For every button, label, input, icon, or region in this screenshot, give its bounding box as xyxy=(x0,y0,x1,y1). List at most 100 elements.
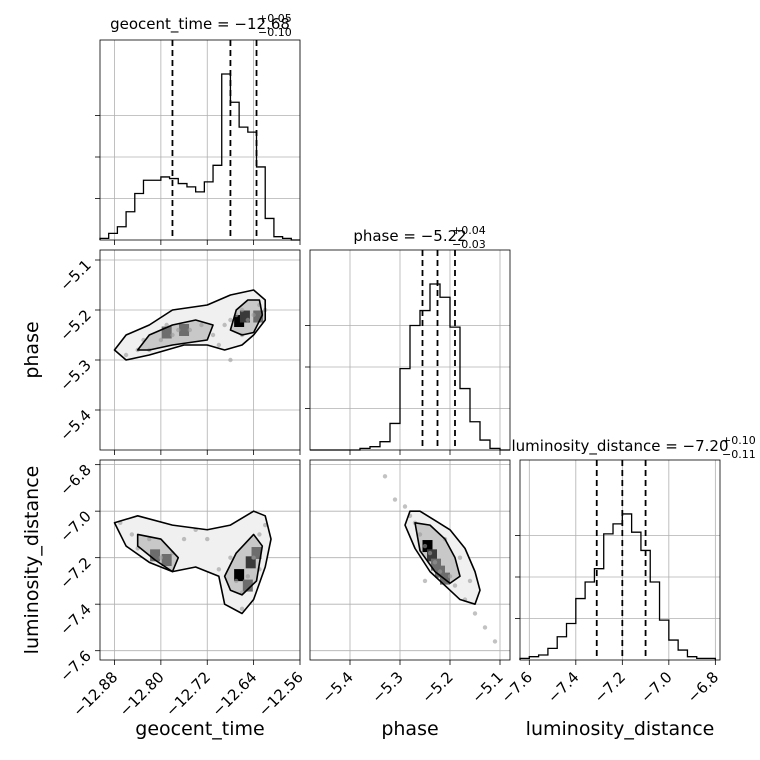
ylabel-luminosity-distance: luminosity_distance xyxy=(21,466,43,655)
y-tick-label: −7.0 xyxy=(56,507,94,545)
density-cell xyxy=(431,558,441,571)
scatter-point xyxy=(452,583,458,588)
scatter-point xyxy=(263,522,268,528)
histogram-phase xyxy=(310,283,510,451)
scatter-point xyxy=(176,327,181,333)
xlabel-luminosity-distance: luminosity_distance xyxy=(526,718,715,740)
scatter-point xyxy=(432,560,438,565)
scatter-point xyxy=(199,322,204,328)
y-tick-label: −6.8 xyxy=(56,461,94,499)
scatter-point xyxy=(427,550,433,556)
scatter-point xyxy=(457,555,463,560)
scatter-point xyxy=(482,625,488,630)
x-tick-label: −5.4 xyxy=(318,668,356,706)
scatter-point xyxy=(205,536,210,542)
scatter-point xyxy=(216,342,222,348)
scatter-point xyxy=(187,327,193,333)
y-tick-label: −7.2 xyxy=(56,554,94,592)
x-tick-label: −5.3 xyxy=(368,668,406,706)
contour-line xyxy=(223,533,264,596)
title-phase-minus: −0.03 xyxy=(452,238,486,251)
density-cell xyxy=(245,556,256,569)
scatter-point xyxy=(437,569,443,574)
panel-frame xyxy=(99,459,301,661)
contour-line xyxy=(136,319,214,351)
panel-frame xyxy=(99,39,301,241)
y-tick-label: −5.3 xyxy=(56,356,94,394)
scatter-point xyxy=(158,555,164,560)
title-geocent-time-plus: +0.05 xyxy=(258,12,292,25)
contour-line xyxy=(229,299,264,336)
scatter-point xyxy=(222,322,227,328)
x-tick-label: −7.4 xyxy=(544,668,582,706)
panel-frame xyxy=(519,459,721,661)
density-inner-fill xyxy=(137,320,214,350)
scatter-point xyxy=(392,497,398,502)
scatter-point xyxy=(382,474,388,479)
scatter-point xyxy=(239,307,245,313)
scatter-point xyxy=(251,555,256,560)
density-cell xyxy=(234,315,245,327)
y-tick-label: −7.6 xyxy=(56,647,94,685)
title-luminosity-distance-plus: +0.10 xyxy=(722,434,756,447)
y-tick-label: −5.2 xyxy=(56,306,94,344)
title-luminosity-distance-minus: −0.11 xyxy=(722,448,756,461)
scatter-point xyxy=(447,574,453,579)
density-cell xyxy=(239,310,250,323)
density-cell xyxy=(161,554,172,566)
density-cell xyxy=(234,569,245,582)
density-cell xyxy=(251,547,262,560)
contours-geocent_time-luminosity_distance xyxy=(113,510,272,615)
x-tick-label: −12.56 xyxy=(255,668,307,720)
scatter-point xyxy=(129,532,135,537)
panel-frame xyxy=(309,249,511,451)
y-tick-label: −5.4 xyxy=(56,406,94,444)
contours-geocent_time-phase xyxy=(113,289,267,361)
scatter-point xyxy=(228,357,233,363)
scatter-point xyxy=(234,578,239,584)
title-geocent-time: geocent_time = −12.68 xyxy=(110,15,290,34)
x-tick-label: −12.80 xyxy=(116,668,168,720)
x-tick-label: −7.6 xyxy=(498,668,536,706)
scatter-point xyxy=(216,567,222,572)
scatter-point xyxy=(245,317,251,323)
panel-frame xyxy=(309,459,511,661)
density-inner-fill xyxy=(415,522,460,584)
density-cell xyxy=(161,326,172,339)
scatter-point xyxy=(422,578,428,584)
scatter-point xyxy=(158,337,164,343)
scatter-point xyxy=(492,639,498,644)
contour-line xyxy=(136,533,180,573)
panel-frame xyxy=(99,249,301,451)
density-cell xyxy=(422,540,433,553)
contour-line xyxy=(113,289,267,361)
xlabel-geocent-time: geocent_time xyxy=(135,718,264,740)
scatter-point xyxy=(422,543,428,549)
scatter-point xyxy=(147,536,152,542)
scatter-point xyxy=(164,322,169,328)
x-tick-label: −12.64 xyxy=(208,668,260,720)
scatter-point xyxy=(472,611,478,616)
scatter-point xyxy=(251,312,256,318)
density-cell xyxy=(179,324,190,336)
scatter-phase-luminosity_distance xyxy=(382,474,498,644)
density-cell xyxy=(150,549,161,562)
title-geocent-time-minus: −0.10 xyxy=(258,26,292,39)
title-phase: phase = −5.22 xyxy=(353,227,466,245)
x-tick-label: −7.2 xyxy=(591,668,629,706)
scatter-point xyxy=(181,536,187,542)
scatter-point xyxy=(245,574,251,579)
density-cell xyxy=(427,549,437,562)
scatter-point xyxy=(210,332,216,338)
scatter-point xyxy=(123,352,129,358)
scatter-point xyxy=(467,578,473,584)
density-cell xyxy=(253,310,264,323)
scatter-point xyxy=(257,532,262,537)
x-tick-label: −7.0 xyxy=(637,668,675,706)
contour-line xyxy=(414,521,461,585)
y-tick-label: −7.4 xyxy=(56,600,94,638)
scatter-point xyxy=(417,532,423,537)
contours-phase-luminosity_distance xyxy=(404,510,481,605)
histogram-luminosity_distance xyxy=(519,513,716,660)
